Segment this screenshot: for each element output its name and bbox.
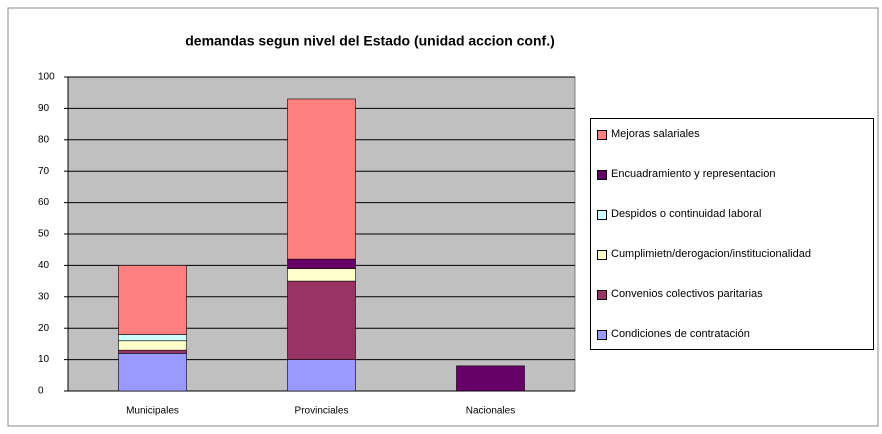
bar-segment bbox=[118, 340, 187, 351]
bar-segment bbox=[118, 334, 187, 342]
bar-segment bbox=[456, 365, 525, 392]
legend-item: Encuadramiento y representacion bbox=[595, 167, 835, 181]
bar-segment bbox=[287, 268, 356, 282]
bar-segment bbox=[287, 280, 356, 360]
legend-swatch bbox=[597, 130, 607, 140]
bar-segment bbox=[287, 98, 356, 260]
y-tick-label: 30 bbox=[38, 291, 50, 302]
legend-swatch bbox=[597, 290, 607, 300]
legend: Mejoras salariales Encuadramiento y repre… bbox=[590, 118, 874, 350]
legend-swatch bbox=[597, 250, 607, 260]
legend-item: Mejoras salariales bbox=[595, 127, 835, 141]
legend-label: Mejoras salariales bbox=[611, 128, 700, 140]
legend-label: Convenios colectivos paritarias bbox=[611, 288, 763, 300]
bar-segment bbox=[287, 359, 356, 392]
y-tick-label: 60 bbox=[38, 197, 50, 208]
x-tick-label: Municipales bbox=[126, 406, 179, 417]
y-tick-label: 20 bbox=[38, 323, 50, 334]
legend-label: Cumplimietn/derogacion/institucionalidad bbox=[611, 248, 811, 260]
legend-item: Cumplimietn/derogacion/institucionalidad bbox=[595, 247, 835, 261]
legend-swatch bbox=[597, 330, 607, 340]
legend-label: Encuadramiento y representacion bbox=[611, 168, 776, 180]
bar-segment bbox=[118, 349, 187, 354]
legend-item: Despidos o continuidad laboral bbox=[595, 207, 835, 221]
legend-swatch bbox=[597, 170, 607, 180]
legend-swatch bbox=[597, 210, 607, 220]
y-tick-label: 70 bbox=[38, 166, 50, 177]
bar-segment bbox=[118, 353, 187, 392]
y-tick-label: 80 bbox=[38, 134, 50, 145]
legend-item: Condiciones de contratación bbox=[595, 327, 835, 341]
y-tick-label: 0 bbox=[38, 386, 44, 397]
legend-item: Convenios colectivos paritarias bbox=[595, 287, 835, 301]
x-tick-label: Provinciales bbox=[295, 406, 349, 417]
y-tick-label: 90 bbox=[38, 103, 50, 114]
y-tick-label: 50 bbox=[38, 229, 50, 240]
legend-label: Condiciones de contratación bbox=[611, 328, 750, 340]
x-tick-label: Nacionales bbox=[466, 406, 515, 417]
bar-segment bbox=[287, 258, 356, 269]
y-tick-label: 10 bbox=[38, 354, 50, 365]
chart-title: demandas segun nivel del Estado (unidad … bbox=[185, 33, 555, 49]
legend-label: Despidos o continuidad laboral bbox=[611, 208, 762, 220]
y-tick-label: 40 bbox=[38, 260, 50, 271]
y-tick-label: 100 bbox=[38, 72, 55, 83]
bar-segment bbox=[118, 265, 187, 335]
